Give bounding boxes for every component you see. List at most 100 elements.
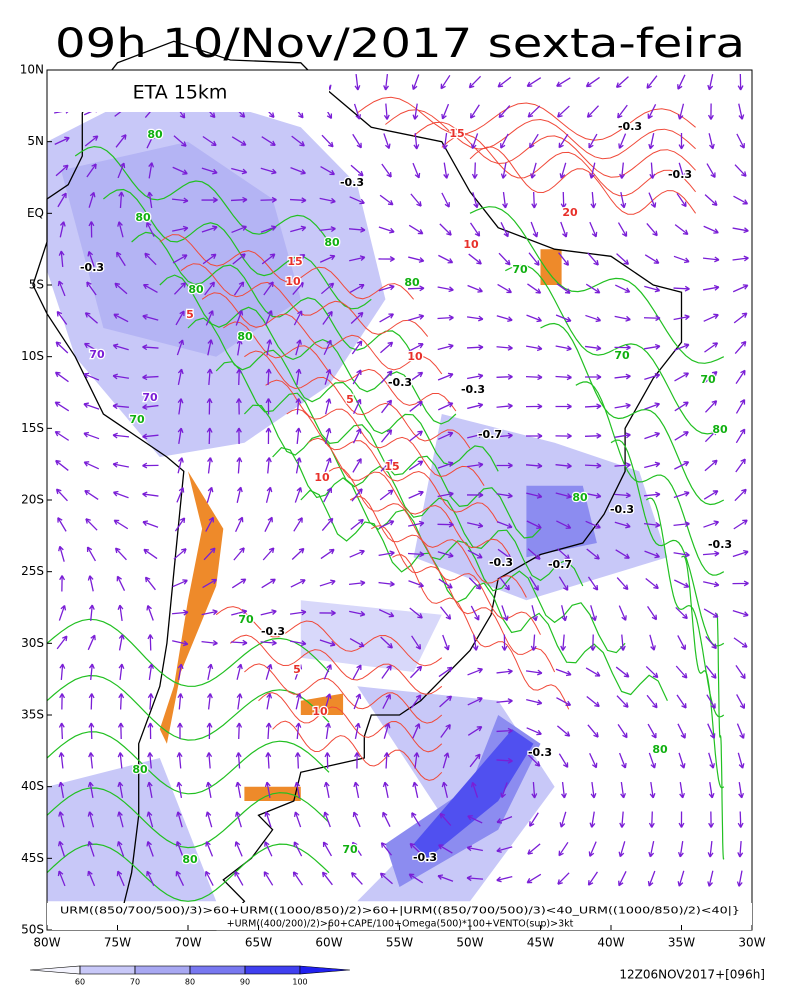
wind-arrow — [529, 812, 539, 827]
wind-arrow — [265, 722, 272, 740]
wind-arrow — [321, 517, 334, 532]
wind-arrow — [295, 427, 302, 445]
wind-arrow — [175, 841, 184, 857]
lat-label: EQ — [27, 206, 44, 220]
wind-arrow — [173, 135, 187, 147]
wind-arrow — [293, 310, 303, 326]
wind-arrow — [84, 489, 99, 500]
wind-arrow — [646, 75, 658, 89]
wind-arrow — [352, 664, 362, 680]
contour-label: 80 — [182, 853, 198, 866]
wind-arrow — [292, 871, 304, 886]
wind-arrow — [413, 752, 420, 769]
model-box — [47, 70, 329, 112]
wind-arrow — [177, 457, 184, 474]
contour-label: -0.3 — [388, 376, 412, 389]
wind-arrow — [409, 842, 423, 855]
wind-arrow — [58, 545, 65, 562]
wind-arrow — [703, 284, 720, 291]
wind-arrow — [735, 665, 746, 680]
wind-arrow — [648, 841, 655, 858]
wind-arrow — [142, 314, 159, 321]
wind-arrow — [201, 167, 218, 175]
wind-arrow — [236, 339, 243, 356]
wind-arrow — [733, 637, 748, 648]
wind-arrow — [735, 458, 746, 473]
wind-arrow — [527, 105, 541, 118]
wind-arrow — [472, 192, 479, 209]
wind-arrow — [467, 522, 484, 529]
wind-arrow — [526, 727, 542, 736]
wind-arrow — [177, 398, 184, 415]
wind-arrow — [439, 223, 452, 236]
wind-arrow — [57, 280, 66, 297]
contour-label: 80 — [324, 236, 340, 249]
wind-arrow — [84, 342, 99, 353]
colorbar-label: 60 — [75, 978, 85, 987]
wind-arrow — [231, 609, 248, 616]
contour — [681, 555, 725, 789]
wind-arrow — [117, 781, 124, 798]
wind-arrow — [380, 842, 393, 856]
contour — [244, 350, 471, 449]
wind-arrow — [732, 580, 749, 587]
wind-arrow — [354, 752, 361, 769]
wind-arrow — [114, 547, 127, 561]
wind-arrow — [467, 432, 484, 439]
wind-arrow — [673, 285, 690, 292]
wind-arrow — [560, 191, 567, 209]
wind-arrow — [322, 310, 333, 325]
wind-arrow — [291, 547, 305, 560]
wind-arrow — [146, 840, 154, 857]
wind-arrow — [466, 344, 484, 351]
wind-arrow — [733, 312, 748, 324]
wind-arrow — [616, 695, 629, 708]
wind-arrow — [732, 549, 749, 558]
contour — [272, 447, 626, 654]
contour-label: -0.3 — [461, 383, 485, 396]
wind-arrow — [618, 605, 627, 621]
wind-arrow — [349, 283, 365, 293]
wind-arrow — [380, 370, 393, 384]
wind-arrow — [319, 226, 336, 233]
wind-arrow — [293, 841, 303, 857]
wind-arrow — [732, 610, 749, 617]
wind-arrow — [260, 196, 277, 203]
wind-arrow — [55, 341, 69, 354]
wind-arrow — [737, 752, 745, 769]
wind-arrow — [527, 754, 541, 767]
wind-arrow — [54, 371, 69, 383]
colorbar-label: 80 — [185, 978, 195, 987]
wind-arrow — [295, 722, 302, 740]
wind-arrow — [291, 135, 305, 147]
wind-arrow — [352, 133, 362, 149]
wind-arrow — [589, 162, 596, 179]
wind-arrow — [408, 314, 425, 321]
wind-arrow — [588, 841, 597, 857]
wind-arrow — [736, 870, 743, 887]
wind-arrow — [59, 575, 66, 592]
wind-arrow — [468, 75, 482, 89]
contour-label: 5 — [346, 393, 354, 406]
lon-label: 45W — [527, 936, 554, 950]
wind-arrow — [617, 104, 628, 119]
wind-arrow — [408, 343, 424, 352]
wind-arrow — [236, 663, 243, 680]
wind-arrow — [644, 373, 661, 380]
wind-arrow — [290, 225, 307, 233]
contour-label: 10 — [407, 350, 423, 363]
wind-arrow — [116, 575, 126, 591]
wind-arrow — [584, 403, 602, 410]
wind-arrow — [502, 191, 508, 209]
wind-arrow — [674, 431, 689, 441]
wind-arrow — [525, 403, 543, 410]
wind-arrow — [738, 781, 745, 799]
wind-arrow — [438, 578, 453, 589]
wind-arrow — [467, 549, 483, 559]
wind-arrow — [442, 132, 448, 150]
wind-arrow — [57, 840, 66, 857]
lat-label: 25S — [21, 564, 44, 578]
wind-arrow — [735, 428, 746, 444]
wind-arrow — [618, 841, 626, 858]
wind-arrow — [647, 605, 658, 621]
